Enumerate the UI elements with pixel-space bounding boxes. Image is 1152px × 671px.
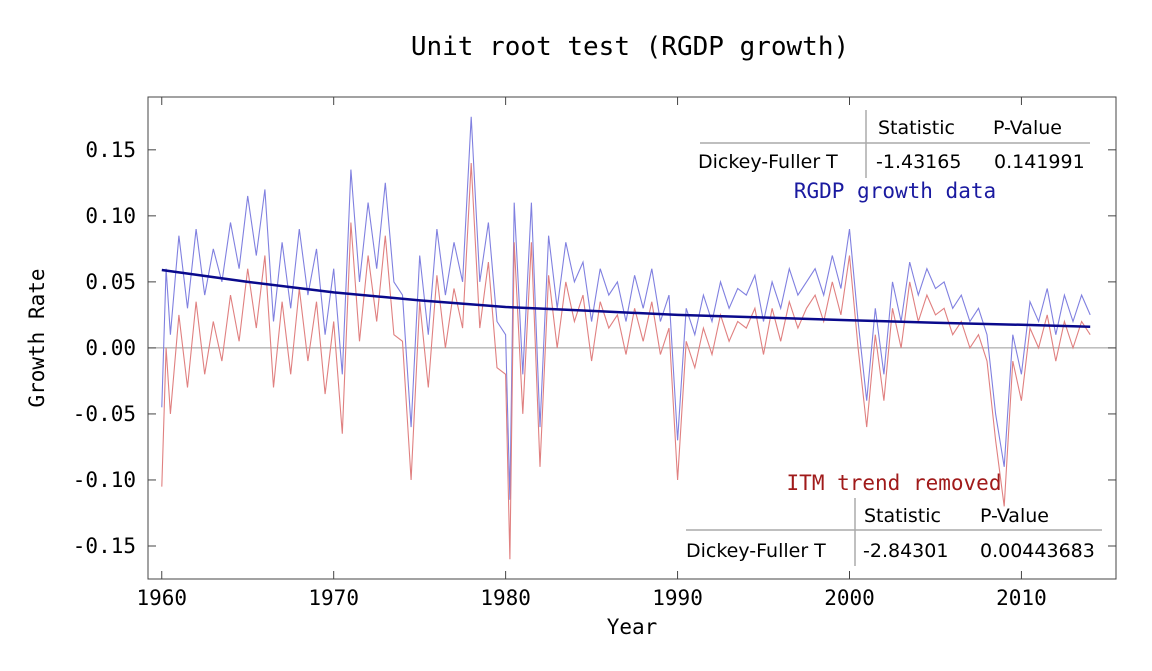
bottom-header-statistic: Statistic [864,505,941,527]
x-axis-label: Year [607,615,658,639]
x-tick-label: 2010 [996,586,1047,610]
rgdp-series-label: RGDP growth data [794,179,996,203]
y-tick-label: 0.00 [85,336,136,360]
y-axis-label: Growth Rate [25,268,49,407]
bottom-statistic-value: -2.84301 [863,540,948,562]
x-tick-label: 1980 [480,586,531,610]
y-tick-label: -0.05 [73,402,136,426]
trend-line [161,268,1091,329]
top-statistic-value: -1.43165 [876,151,961,173]
top-pvalue-value: 0.141991 [994,151,1085,173]
series-line-rgdp [161,116,1091,500]
bottom-stats-table: ITM trend removed Statistic P-Value Dick… [686,471,1102,566]
x-tick-label: 1990 [652,586,703,610]
x-tick-label: 1960 [136,586,187,610]
top-header-statistic: Statistic [878,117,955,139]
bottom-row-label: Dickey-Fuller T [686,540,826,562]
x-tick-label: 1970 [308,586,359,610]
y-axis: -0.15 -0.10 -0.05 0.00 0.05 0.10 0.15 [73,138,1116,558]
top-stats-table: Statistic P-Value Dickey-Fuller T -1.431… [698,110,1090,203]
y-tick-label: 0.15 [85,138,136,162]
series-lines [161,116,1091,560]
top-header-pvalue: P-Value [993,117,1062,139]
bottom-header-pvalue: P-Value [980,505,1049,527]
bottom-pvalue-value: 0.00443683 [980,540,1095,562]
x-axis: 1960 1970 1980 1990 2000 2010 [136,97,1047,610]
top-row-label: Dickey-Fuller T [698,151,838,173]
y-tick-label: 0.10 [85,204,136,228]
plot-frame [147,96,1117,580]
y-tick-label: -0.15 [73,534,136,558]
series-line-detrended [161,162,1091,560]
y-tick-label: -0.10 [73,468,136,492]
y-tick-label: 0.05 [85,270,136,294]
itm-series-label: ITM trend removed [787,471,1002,495]
x-tick-label: 2000 [824,586,875,610]
chart-title: Unit root test (RGDP growth) [411,32,849,62]
